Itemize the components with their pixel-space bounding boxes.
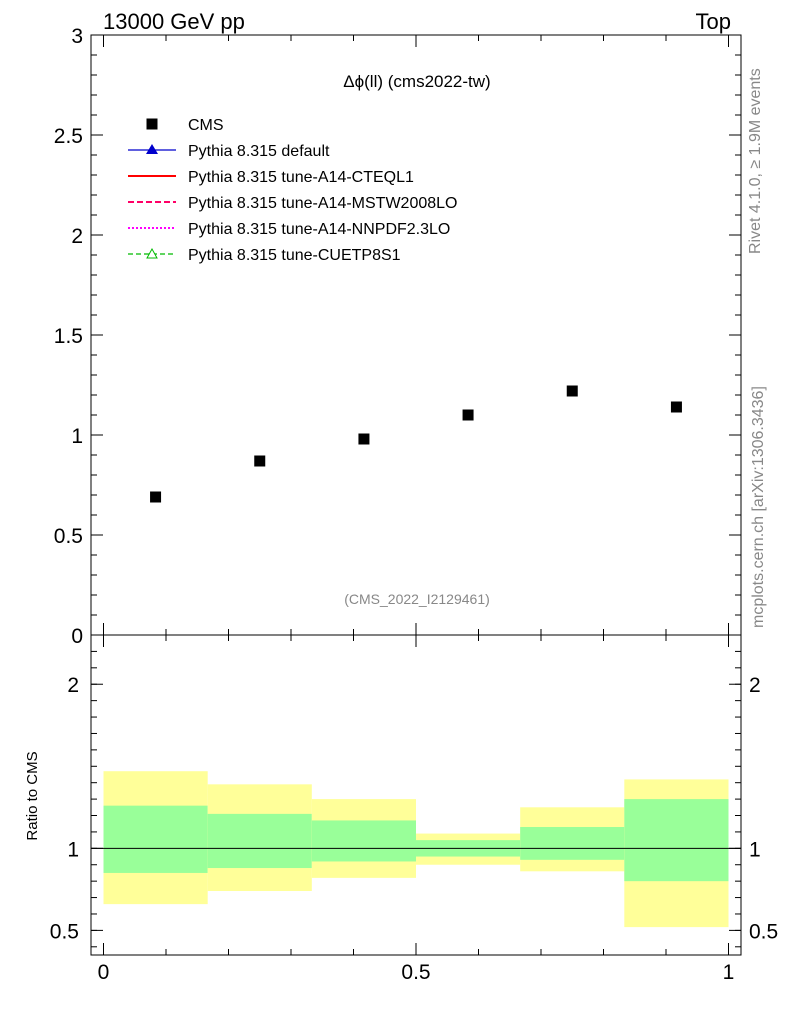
legend-label: Pythia 8.315 tune-A14-NNPDF2.3LO xyxy=(188,221,450,238)
chart-title: Δϕ(ll) (cms2022-tw) xyxy=(343,72,490,91)
main-ytick-label: 0.5 xyxy=(54,525,83,548)
main-ytick-label: 0 xyxy=(71,625,83,648)
header-left: 13000 GeV pp xyxy=(103,9,245,34)
ratio-axis-ticks: 0.5 0.5 1 1 2 2 0 0.5 1 xyxy=(50,635,778,984)
main-ytick-label: 2.5 xyxy=(54,125,83,148)
main-ytick-label: 1.5 xyxy=(54,325,83,348)
ratio-ytick-label-left: 2 xyxy=(67,674,79,697)
ratio-bands xyxy=(103,771,729,928)
ratio-ytick-label-right: 1 xyxy=(749,838,761,861)
legend-label: Pythia 8.315 tune-A14-MSTW2008LO xyxy=(188,195,457,212)
cms-data-point xyxy=(358,433,370,445)
ratio-band-inner xyxy=(103,805,208,873)
legend-marker-cuetp xyxy=(146,247,158,259)
main-data-marks xyxy=(150,385,682,503)
legend-marker-cms xyxy=(146,118,158,130)
main-ytick-label: 3 xyxy=(71,25,83,48)
main-axis-ticks: 0 0.5 1 1.5 2 2.5 3 xyxy=(54,25,741,648)
ratio-xtick-label: 0 xyxy=(98,961,110,984)
ratio-band-inner xyxy=(311,820,416,862)
ratio-ytick-label-left: 1 xyxy=(67,838,79,861)
main-ytick-label: 2 xyxy=(71,225,83,248)
main-ytick-label: 1 xyxy=(71,425,83,448)
mcplots-label: mcplots.cern.ch [arXiv:1306.3436] xyxy=(750,386,767,628)
ratio-frame xyxy=(90,634,742,956)
cms-data-point xyxy=(670,401,682,413)
ratio-band-inner xyxy=(520,827,625,860)
ratio-ylabel: Ratio to CMS xyxy=(24,751,41,840)
cms-data-point xyxy=(150,491,162,503)
legend: CMS Pythia 8.315 default Pythia 8.315 tune… xyxy=(128,117,457,264)
main-panel: Δϕ(ll) (cms2022-tw) (CMS_2022_I2129461) … xyxy=(54,25,742,648)
cms-data-point xyxy=(462,409,474,421)
cms-data-point xyxy=(566,385,578,397)
ratio-ytick-label-left: 0.5 xyxy=(50,920,79,943)
rivet-label: Rivet 4.1.0, ≥ 1.9M events xyxy=(747,68,764,254)
ratio-band-inner xyxy=(624,799,729,882)
ratio-xtick-label: 0.5 xyxy=(401,961,430,984)
legend-label: Pythia 8.315 tune-A14-CTEQL1 xyxy=(188,169,414,186)
legend-label: Pythia 8.315 default xyxy=(188,143,330,160)
chart-watermark: (CMS_2022_I2129461) xyxy=(344,591,490,607)
ratio-ytick-label-right: 0.5 xyxy=(749,920,778,943)
ratio-ytick-label-right: 2 xyxy=(749,674,761,697)
legend-label: Pythia 8.315 tune-CUETP8S1 xyxy=(188,247,401,264)
header-right: Top xyxy=(696,9,731,34)
legend-label: CMS xyxy=(188,117,224,134)
cms-data-point xyxy=(254,455,266,467)
ratio-band-inner xyxy=(207,813,312,869)
ratio-panel: 0.5 0.5 1 1 2 2 0 0.5 1 Ratio to CMS xyxy=(24,634,778,984)
legend-marker-default xyxy=(146,144,158,154)
ratio-xtick-label: 1 xyxy=(723,961,735,984)
